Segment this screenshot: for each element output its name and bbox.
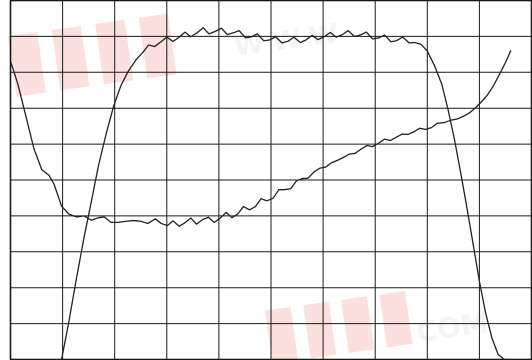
- series-layer: [9, 27, 512, 360]
- svg-text:▮▮▮▮: ▮▮▮▮: [256, 270, 420, 360]
- svg-text:▮▮▮▮: ▮▮▮▮: [0, 0, 185, 107]
- series-line-1: [9, 50, 512, 227]
- svg-text:W W W: W W W: [233, 19, 340, 63]
- series-line-2: [60, 27, 512, 360]
- grid-lines: [10, 0, 532, 360]
